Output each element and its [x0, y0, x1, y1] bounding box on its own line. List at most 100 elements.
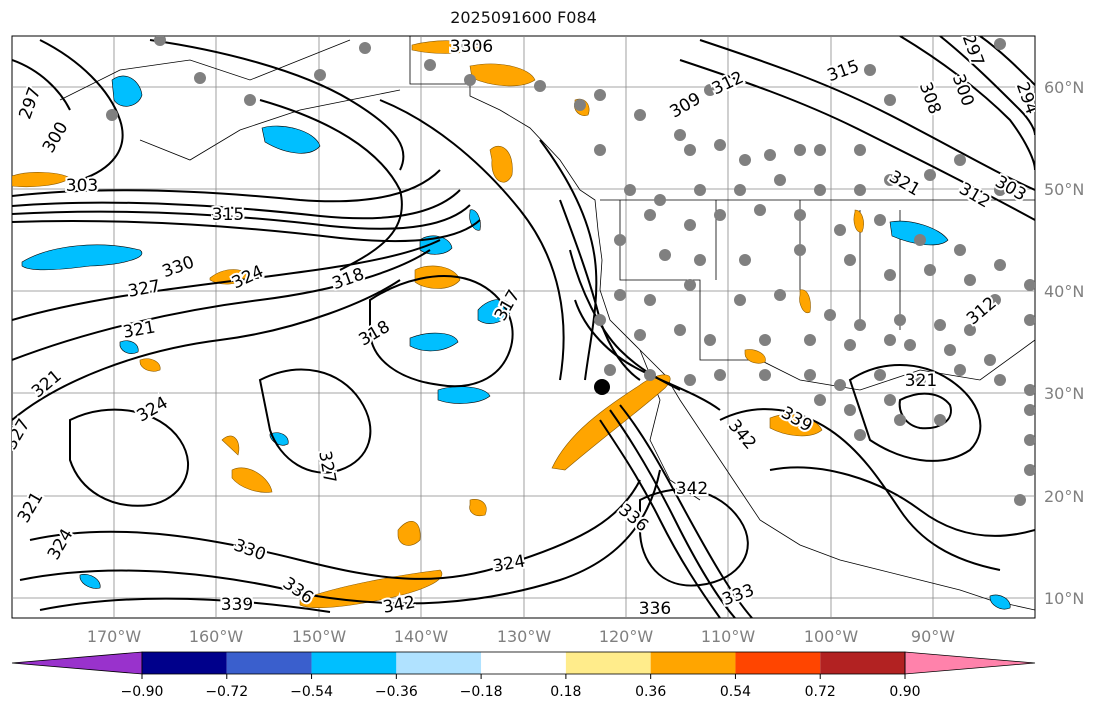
positive-anomaly-area	[231, 467, 273, 493]
positive-anomaly-area	[411, 40, 481, 54]
contour-label: 339	[221, 595, 253, 615]
positive-anomaly-area	[551, 374, 671, 471]
contour-line	[899, 36, 1035, 171]
station-marker	[1014, 494, 1026, 506]
lat-label: 20°N	[1044, 487, 1084, 506]
station-marker	[704, 84, 716, 96]
map-features	[59, 36, 1035, 611]
station-marker	[739, 254, 751, 266]
station-marker	[704, 334, 716, 346]
station-marker	[684, 279, 696, 291]
station-marker	[814, 184, 826, 196]
station-marker	[659, 249, 671, 261]
station-marker	[954, 154, 966, 166]
contour-line	[379, 99, 565, 381]
contour-line	[609, 409, 736, 618]
station-marker	[594, 314, 606, 326]
positive-anomaly-area	[397, 521, 421, 546]
station-marker	[824, 309, 836, 321]
colorbar-swatch	[396, 652, 482, 674]
station-marker	[614, 289, 626, 301]
contour-line	[149, 39, 405, 171]
station-marker	[734, 184, 746, 196]
contour-label: 306	[450, 37, 482, 57]
lon-label: 110°W	[701, 627, 756, 646]
lat-label: 10°N	[1044, 589, 1084, 608]
negative-anomaly-area	[889, 220, 949, 246]
station-marker	[314, 69, 326, 81]
lat-label: 30°N	[1044, 384, 1084, 403]
station-marker	[634, 109, 646, 121]
lat-label: 60°N	[1044, 78, 1084, 97]
contour-line	[29, 479, 641, 580]
station-marker	[594, 144, 606, 156]
station-marker	[604, 364, 616, 376]
station-marker	[734, 294, 746, 306]
station-marker	[924, 264, 936, 276]
contour-line	[574, 299, 721, 411]
station-marker	[894, 414, 906, 426]
station-marker	[834, 379, 846, 391]
station-marker	[644, 294, 656, 306]
contour-line	[599, 419, 721, 618]
station-marker	[614, 234, 626, 246]
contour-line	[12, 249, 431, 361]
contour-line	[12, 169, 441, 203]
station-marker	[844, 339, 856, 351]
contour-line	[939, 36, 1035, 136]
station-marker	[654, 194, 666, 206]
positive-anomaly-area	[469, 499, 487, 517]
station-marker	[914, 234, 926, 246]
station-marker	[844, 404, 856, 416]
negative-anomaly-area	[79, 574, 101, 589]
station-marker	[1024, 384, 1035, 396]
colorbar-tick-label: 0.54	[720, 684, 751, 700]
negative-anomaly-area	[119, 340, 139, 354]
station-marker	[739, 154, 751, 166]
contour-line	[259, 99, 403, 271]
station-marker	[714, 209, 726, 221]
contour-line	[39, 597, 331, 613]
station-marker	[854, 144, 866, 156]
station-marker	[684, 219, 696, 231]
contour-line	[12, 204, 471, 230]
station-marker	[904, 339, 916, 351]
station-marker	[774, 174, 786, 186]
station-marker	[674, 129, 686, 141]
station-marker	[574, 99, 586, 111]
colorbar-outline	[141, 651, 906, 675]
contour-line	[679, 59, 1035, 221]
colorbar-swatch	[311, 652, 397, 674]
contour-label: 336	[639, 599, 671, 619]
contour-line	[39, 39, 124, 181]
station-marker	[624, 184, 636, 196]
station-marker	[884, 269, 896, 281]
station-marker	[154, 36, 166, 46]
station-marker	[764, 149, 776, 161]
colorbar-swatch	[142, 652, 227, 674]
negative-anomaly-area	[261, 125, 321, 154]
station-marker	[844, 254, 856, 266]
center-marker	[594, 379, 610, 395]
station-marker	[774, 289, 786, 301]
station-marker	[994, 38, 1006, 50]
station-marker	[244, 94, 256, 106]
colorbar-swatch	[481, 652, 566, 674]
contour-line	[619, 404, 753, 618]
station-marker	[594, 89, 606, 101]
station-marker	[874, 369, 886, 381]
station-marker	[894, 314, 906, 326]
station-marker	[714, 369, 726, 381]
station-marker	[359, 42, 371, 54]
positive-anomaly-area	[489, 145, 513, 183]
colorbar-swatch	[650, 652, 736, 674]
contour-line	[12, 219, 481, 243]
contour-line	[719, 408, 1001, 571]
contour-label: 303	[66, 176, 98, 196]
colorbar-swatch	[735, 652, 821, 674]
contour-label: 306	[461, 37, 493, 57]
contour-label: 342	[676, 479, 708, 499]
colorbar-tick-label: −0.36	[375, 684, 418, 700]
contour-lines	[12, 36, 1035, 618]
contour-line	[12, 239, 441, 321]
